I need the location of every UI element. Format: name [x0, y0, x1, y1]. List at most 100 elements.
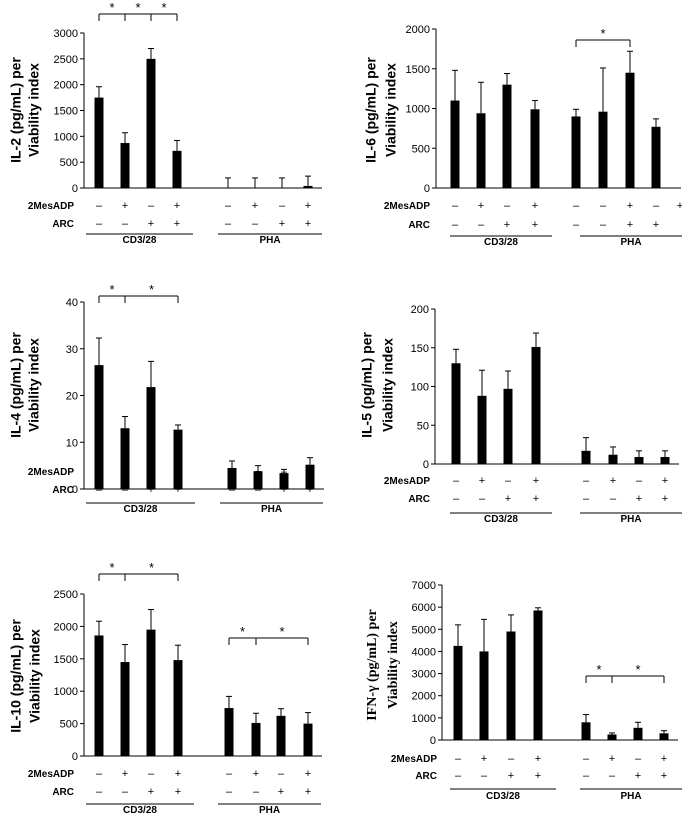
group-label: CD3/28: [123, 235, 157, 246]
bar: [479, 651, 489, 740]
bar: [173, 429, 183, 489]
condition-sign: +: [504, 219, 510, 231]
panel-il-5: 0 50 100 150 200 IL-5 (pg/mL) per Viability in…: [359, 304, 682, 525]
y-axis-label: IL-5 (pg/mL) per: [359, 332, 375, 438]
condition-sign: –: [583, 493, 590, 505]
y-tick-label: 0: [430, 735, 436, 747]
condition-sign: +: [533, 493, 539, 505]
condition-sign: +: [481, 753, 487, 765]
condition-sign: +: [305, 218, 311, 230]
condition-sign: +: [307, 484, 313, 496]
condition-label: 2MesADP: [28, 467, 74, 478]
condition-sign: +: [505, 493, 511, 505]
condition-sign: +: [255, 466, 261, 478]
y-tick-label: 1500: [54, 106, 78, 118]
bar: [531, 346, 541, 464]
condition-sign: –: [610, 493, 617, 505]
condition-label: ARC: [52, 485, 74, 496]
group-label: PHA: [259, 805, 280, 816]
bar: [660, 457, 670, 464]
y-tick-label: 2500: [54, 54, 78, 66]
bar: [625, 72, 635, 188]
bar: [251, 722, 261, 756]
condition-sign: –: [479, 493, 486, 505]
y-tick-label: 4000: [412, 646, 436, 658]
condition-sign: +: [661, 753, 667, 765]
y-tick-label: 200: [411, 304, 429, 316]
y-tick-label: 10: [66, 437, 78, 449]
condition-sign: –: [573, 219, 580, 231]
condition-sign: +: [175, 466, 181, 478]
condition-sign: +: [535, 770, 541, 782]
group-label: PHA: [620, 514, 641, 525]
y-tick-label: 1000: [54, 131, 78, 143]
significance-star: *: [279, 624, 284, 639]
condition-sign: –: [452, 219, 459, 231]
condition-sign: +: [252, 200, 258, 212]
y-tick-label: 2000: [54, 621, 78, 633]
bar: [651, 126, 661, 188]
group-label: PHA: [620, 237, 641, 248]
condition-sign: –: [226, 768, 233, 780]
condition-sign: –: [96, 786, 103, 798]
panel-il-10: 0 500 1000 1500 2000 2500 IL-10 (pg/mL) per Via…: [8, 560, 322, 816]
condition-sign: +: [627, 200, 633, 212]
condition-sign: +: [253, 768, 259, 780]
group-label: PHA: [259, 235, 280, 246]
bar: [120, 662, 130, 756]
y-tick-label: 30: [66, 344, 78, 356]
y-tick-label: 500: [412, 143, 430, 155]
condition-sign: –: [252, 218, 259, 230]
condition-sign: +: [305, 768, 311, 780]
y-tick-label: 100: [411, 382, 429, 394]
y-tick-label: 500: [60, 157, 78, 169]
condition-sign: –: [281, 466, 288, 478]
y-tick-label: 3000: [54, 28, 78, 40]
y-axis-label: Viability index: [383, 63, 399, 157]
significance-star: *: [635, 662, 640, 677]
bar: [146, 58, 156, 189]
bar: [146, 629, 156, 756]
condition-sign: +: [661, 770, 667, 782]
bar: [303, 723, 313, 756]
bar: [571, 116, 581, 188]
bar: [659, 733, 669, 740]
condition-sign: +: [532, 219, 538, 231]
y-tick-label: 0: [72, 183, 78, 195]
y-axis-label: IL-2 (pg/mL) per: [8, 57, 24, 163]
significance-star: *: [161, 0, 166, 15]
panel-il-2: 0 500 1000 1500 2000 2500 3000 IL-2 (pg/mL) per…: [8, 0, 322, 246]
condition-sign: –: [452, 200, 459, 212]
condition-sign: +: [653, 219, 659, 231]
condition-sign: –: [455, 753, 462, 765]
bar: [227, 467, 237, 489]
y-axis-label: Viability index: [386, 621, 401, 709]
condition-sign: –: [504, 200, 511, 212]
condition-sign: +: [122, 768, 128, 780]
condition-sign: +: [175, 768, 181, 780]
group-label: CD3/28: [123, 805, 157, 816]
condition-sign: –: [122, 484, 129, 496]
condition-sign: +: [508, 770, 514, 782]
condition-sign: +: [148, 484, 154, 496]
condition-sign: +: [627, 219, 633, 231]
y-tick-label: 20: [66, 391, 78, 403]
condition-sign: +: [609, 753, 615, 765]
condition-sign: –: [583, 770, 590, 782]
bar: [502, 84, 512, 188]
condition-sign: –: [148, 768, 155, 780]
condition-sign: –: [122, 218, 129, 230]
y-axis-label: IFN-γ (pg/mL) per: [365, 609, 380, 721]
y-tick-label: 2500: [54, 589, 78, 601]
bar: [581, 722, 591, 740]
bar: [94, 365, 104, 489]
y-tick-label: 2000: [412, 691, 436, 703]
significance-star: *: [149, 282, 154, 297]
y-tick-label: 6000: [412, 602, 436, 614]
bar: [276, 715, 286, 756]
condition-sign: –: [455, 770, 462, 782]
significance-star: *: [109, 0, 114, 15]
condition-sign: –: [225, 218, 232, 230]
group-label: CD3/28: [124, 504, 158, 515]
condition-sign: +: [305, 786, 311, 798]
